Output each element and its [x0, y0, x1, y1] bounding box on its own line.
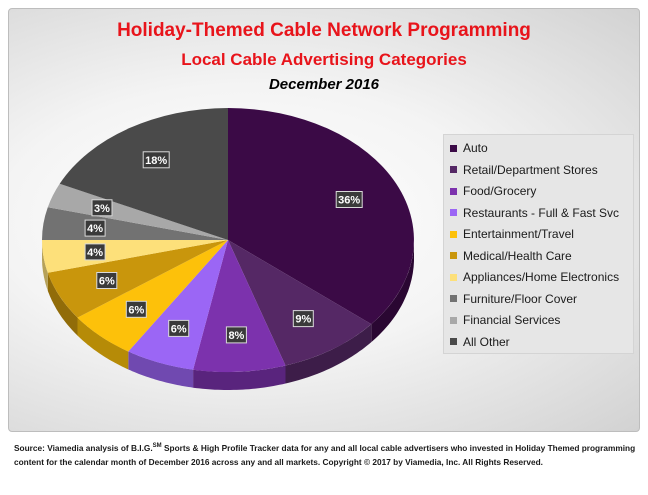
legend-swatch [450, 144, 457, 152]
pie-side-3 [193, 365, 286, 390]
legend-swatch [450, 187, 457, 195]
data-label-6: 6% [96, 272, 118, 289]
pie-slice-9 [47, 183, 228, 240]
data-label-9: 3% [91, 199, 113, 217]
legend-swatch [450, 252, 457, 259]
pie-side-2 [285, 324, 372, 384]
data-label-text: 6% [171, 323, 187, 335]
legend-label: Auto [463, 141, 488, 155]
data-label-text: 8% [228, 330, 244, 342]
legend-label: Medical/Health Care [463, 248, 572, 263]
data-label-text: 4% [87, 247, 103, 259]
legend-item: Entertainment/Travel [450, 225, 574, 243]
data-label-3: 8% [225, 326, 247, 344]
source-text: Sports & High Profile Tracker data for a… [14, 442, 636, 467]
source-note: Source: Viamedia analysis of B.I.G.SM Sp… [14, 439, 636, 469]
data-label-box [142, 151, 170, 169]
chart-legend: Auto Retail/Department Stores Food/Grocery… [443, 134, 634, 354]
legend-label: Appliances/Home Electronics [463, 270, 620, 284]
pie-slice-2 [228, 240, 372, 366]
legend-swatch [450, 338, 457, 345]
legend-swatch [450, 230, 457, 238]
data-label-4: 6% [168, 319, 190, 337]
source-prefix: Source: Viamedia analysis of B.I.G. [14, 442, 153, 453]
data-label-box [96, 272, 118, 289]
data-label-box [125, 300, 147, 318]
legend-swatch [450, 166, 457, 173]
chart-subtitle: Local Cable Advertising Categories [181, 50, 467, 69]
legend-item: Furniture/Floor Cover [450, 290, 577, 308]
pie-side-5 [77, 317, 129, 370]
pie-slice-5 [77, 240, 228, 352]
data-label-text: 36% [338, 195, 360, 207]
legend-item: Financial Services [450, 311, 560, 329]
data-label-10: 18% [142, 151, 170, 169]
data-label-text: 18% [145, 155, 167, 167]
legend-swatch [450, 316, 457, 324]
data-label-box [84, 219, 106, 237]
pie-slice-6 [47, 240, 228, 318]
legend-swatch [450, 295, 457, 302]
legend-swatch [450, 209, 457, 216]
pie-slice-3 [193, 240, 286, 373]
legend-item: All Other [450, 333, 510, 351]
chart-title: Holiday-Themed Cable Network Programming [117, 20, 531, 41]
pie-slice-1 [228, 108, 414, 325]
data-label-text: 3% [94, 203, 110, 215]
legend-label: Restaurants - Full & Fast Svc [463, 205, 620, 220]
data-label-box [225, 326, 247, 344]
data-label-text: 6% [99, 276, 115, 288]
legend-label: Furniture/Floor Cover [463, 291, 578, 306]
legend-swatch [450, 273, 457, 281]
pie-slice-4 [128, 240, 228, 370]
legend-label: Retail/Department Stores [463, 162, 598, 177]
data-label-text: 9% [295, 314, 311, 326]
legend-label: All Other [463, 334, 510, 349]
data-label-1: 36% [335, 191, 363, 208]
data-label-text: 4% [87, 223, 103, 235]
pie-side-6 [47, 272, 78, 336]
data-label-box [168, 319, 190, 337]
pie-side-4 [128, 351, 194, 388]
legend-item: Medical/Health Care [450, 247, 572, 265]
data-label-box [292, 310, 314, 328]
legend-item: Auto [450, 139, 488, 157]
legend-item: Appliances/Home Electronics [450, 268, 619, 286]
data-label-2: 9% [292, 310, 314, 328]
legend-label: Entertainment/Travel [463, 227, 574, 241]
pie-side-1 [371, 240, 414, 343]
pie-chart: 36% 9% 8% 6% 6% 6% 4% 4% 3% 18% [41, 107, 414, 390]
data-label-box [335, 191, 363, 208]
legend-label: Food/Grocery [463, 184, 537, 198]
legend-item: Retail/Department Stores [450, 161, 598, 179]
data-label-box [84, 243, 106, 261]
data-label-box [91, 199, 113, 217]
data-label-8: 4% [84, 219, 106, 237]
pie-slice-10 [59, 107, 229, 240]
source-sup: SM [152, 443, 162, 449]
legend-item: Restaurants - Full & Fast Svc [450, 204, 619, 222]
data-label-text: 6% [128, 304, 144, 316]
data-label-5: 6% [125, 300, 147, 318]
data-label-7: 4% [84, 243, 106, 261]
chart-date: December 2016 [268, 76, 380, 93]
legend-item: Food/Grocery [450, 182, 536, 200]
pie-side-7 [42, 240, 48, 291]
legend-label: Financial Services [463, 313, 561, 327]
